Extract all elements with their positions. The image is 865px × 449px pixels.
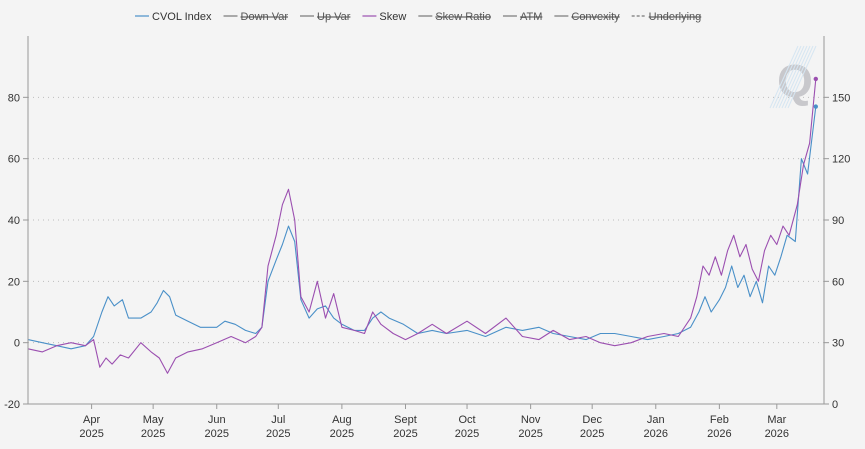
legend-item-skew-ratio[interactable]: Skew Ratio — [418, 11, 491, 23]
series-end-marker — [813, 76, 818, 82]
series-line-cvol-index — [27, 106, 817, 350]
series-layer — [27, 76, 818, 374]
legend-label: Convexity — [571, 11, 620, 23]
watermark-stripe — [772, 45, 802, 109]
x-axis-month-label: Feb — [710, 414, 729, 426]
watermark-logo: Q — [769, 45, 817, 109]
left-axis-tick-label: 80 — [8, 92, 20, 104]
legend-item-cvol-index[interactable]: CVOL Index — [135, 11, 212, 23]
x-axis-year-label: 2025 — [518, 428, 542, 440]
right-axis-tick-label: 150 — [832, 92, 850, 104]
x-axis-month-label: Sept — [394, 414, 417, 426]
legend-label: Underlying — [649, 11, 702, 23]
legend: CVOL Index Down Var Up Var Skew Skew Ratio AT… — [135, 11, 701, 23]
legend-item-up-var[interactable]: Up Var — [300, 11, 351, 23]
legend-item-down-var[interactable]: Down Var — [223, 11, 289, 23]
axes: -20 0 20 40 60 80 0 30 60 90 120 150 Apr 2025 May 2025 J… — [4, 36, 850, 440]
left-axis-tick-label: 40 — [8, 215, 20, 227]
watermark-stripe — [787, 45, 817, 109]
x-axis-month-label: Jan — [647, 414, 665, 426]
right-axis-tick-label: 0 — [832, 399, 838, 411]
x-axis-month-label: Aug — [332, 414, 352, 426]
legend-label: Down Var — [241, 11, 289, 23]
legend-item-atm[interactable]: ATM — [502, 11, 542, 23]
right-axis-tick-label: 90 — [832, 215, 844, 227]
legend-label: Skew — [379, 11, 406, 23]
x-axis-month-label: May — [143, 414, 164, 426]
legend-label: CVOL Index — [152, 11, 212, 23]
x-axis-year-label: 2026 — [765, 428, 789, 440]
watermark-stripe — [778, 45, 808, 109]
x-axis-month-label: Apr — [83, 414, 100, 426]
watermark-stripe — [781, 45, 811, 109]
watermark-stripe — [775, 45, 805, 109]
left-axis-tick-label: 20 — [8, 276, 20, 288]
x-axis-year-label: 2025 — [330, 428, 354, 440]
legend-label: Skew Ratio — [435, 11, 491, 23]
x-axis-year-label: 2025 — [393, 428, 417, 440]
x-axis-year-label: 2025 — [580, 428, 604, 440]
legend-item-underlying[interactable]: Underlying — [631, 11, 702, 23]
x-axis-year-label: 2025 — [455, 428, 479, 440]
x-axis-year-label: 2025 — [205, 428, 229, 440]
legend-label: ATM — [520, 11, 542, 23]
x-axis-month-label: Nov — [521, 414, 541, 426]
x-axis-year-label: 2026 — [644, 428, 668, 440]
x-axis-month-label: Dec — [582, 414, 602, 426]
right-axis-tick-label: 120 — [832, 154, 850, 166]
series-end-marker — [813, 104, 818, 109]
legend-item-convexity[interactable]: Convexity — [554, 11, 620, 23]
x-axis-year-label: 2025 — [141, 428, 165, 440]
left-axis-tick-label: 60 — [8, 154, 20, 166]
x-axis-year-label: 2025 — [266, 428, 290, 440]
right-axis-tick-label: 60 — [832, 276, 844, 288]
series-line-skew — [27, 78, 817, 374]
right-axis-tick-label: 30 — [832, 338, 844, 350]
legend-label: Up Var — [317, 11, 351, 23]
left-axis-tick-label: 0 — [14, 338, 20, 350]
x-axis-month-label: Jul — [271, 414, 285, 426]
watermark-stripe — [784, 45, 814, 109]
x-axis-month-label: Oct — [458, 414, 475, 426]
watermark-stripe — [769, 45, 799, 109]
x-axis-month-label: Jun — [208, 414, 226, 426]
x-axis-month-label: Mar — [767, 414, 786, 426]
x-axis-year-label: 2025 — [79, 428, 103, 440]
x-axis-year-label: 2026 — [707, 428, 731, 440]
legend-item-skew[interactable]: Skew — [362, 11, 406, 23]
left-axis-tick-label: -20 — [4, 399, 20, 411]
